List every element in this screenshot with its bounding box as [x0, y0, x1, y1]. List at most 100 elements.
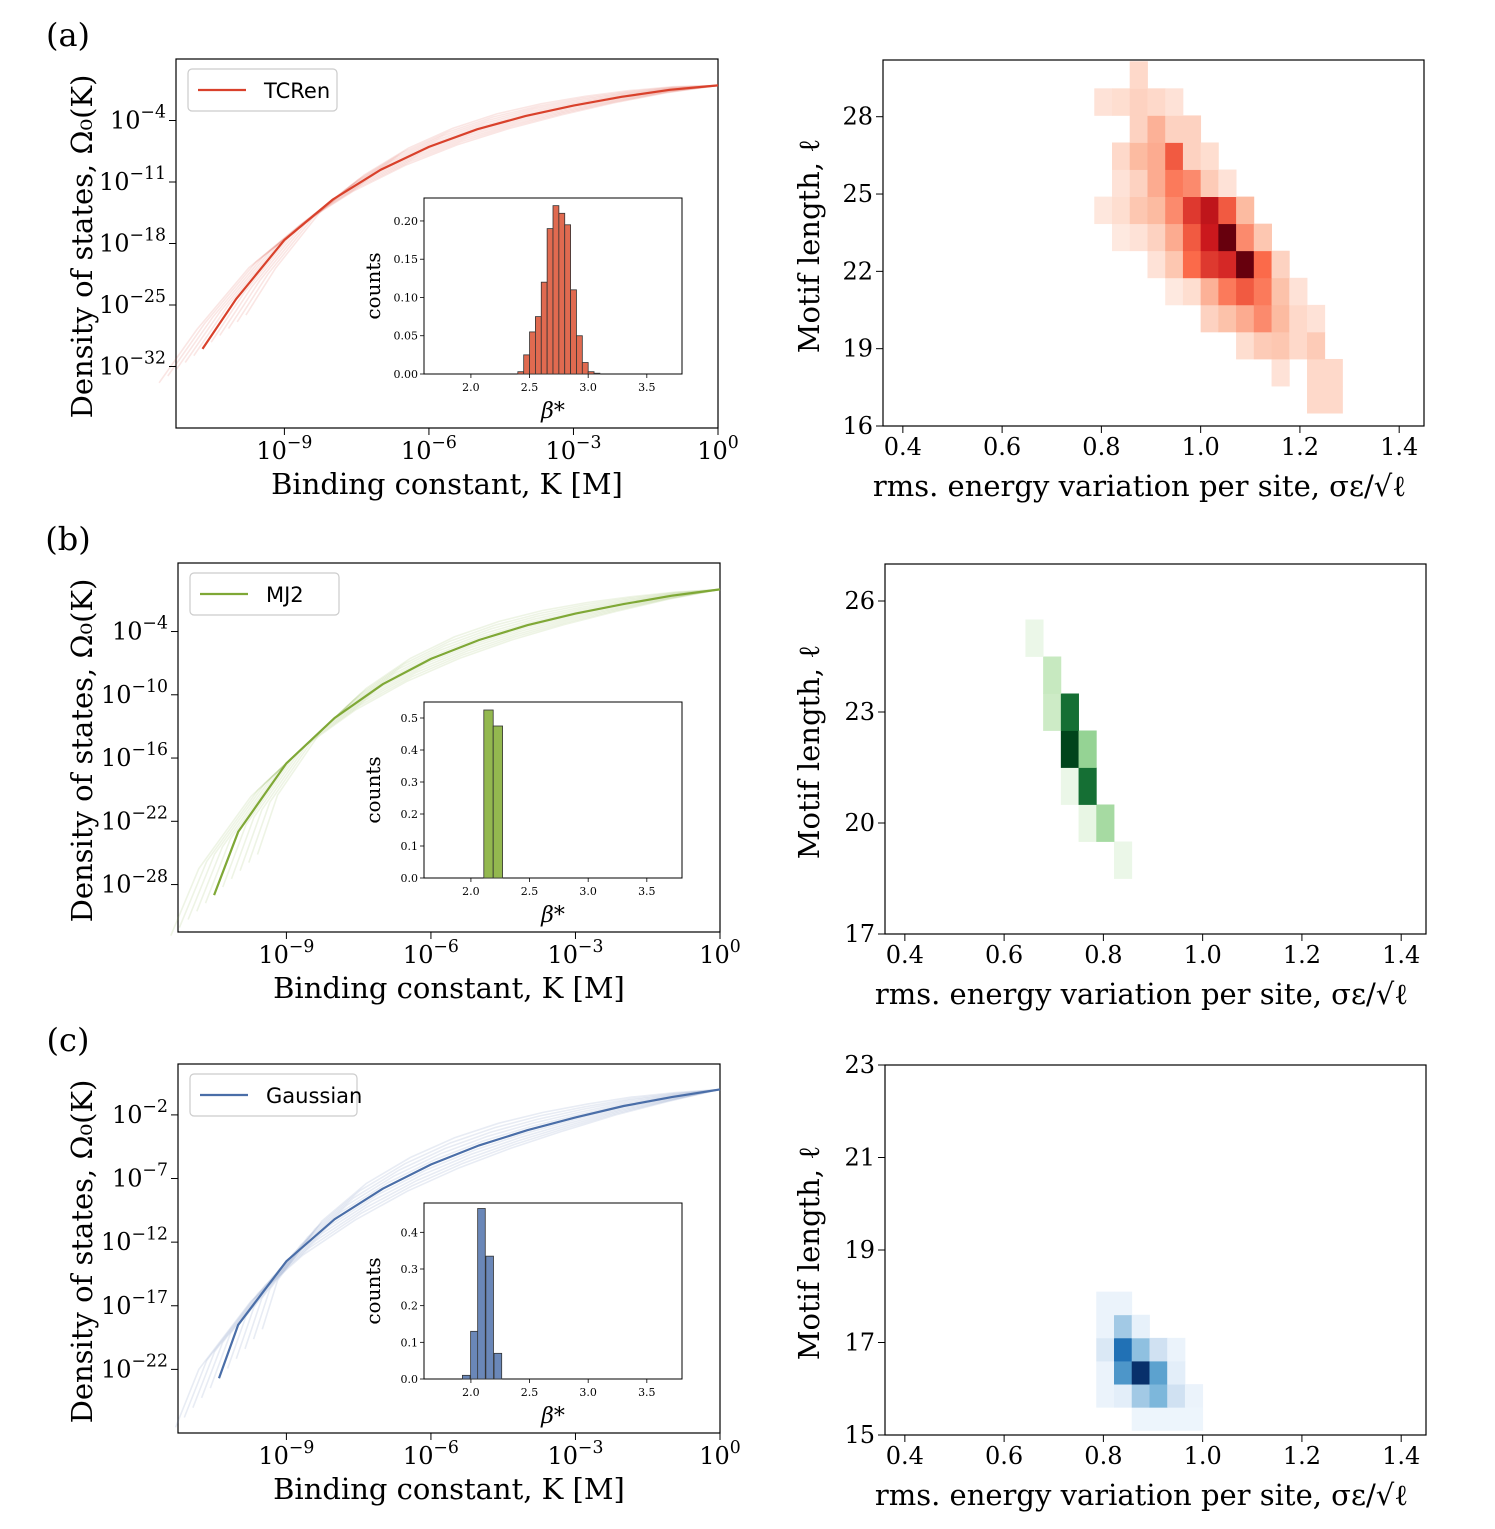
dos-x-tick-label: 10−6 — [403, 1438, 459, 1470]
heatmap-cell — [1236, 331, 1255, 360]
legend-label: TCRen — [263, 79, 330, 103]
heatmap-cell — [1131, 1407, 1150, 1431]
heatmap-cell — [1218, 250, 1237, 279]
heatmap-x-tick-label: 1.4 — [1382, 941, 1420, 969]
heatmap-cell — [1182, 196, 1202, 225]
heatmap-cell — [1114, 1384, 1133, 1408]
dos-sample-curve — [187, 588, 721, 920]
heatmap-cell — [1131, 1361, 1150, 1385]
dos-x-tick-label: 10−3 — [547, 1438, 603, 1470]
heatmap-cell — [1289, 331, 1308, 360]
heatmap-x-tick-label: 0.4 — [886, 1442, 924, 1470]
dos-sample-curve — [183, 1088, 721, 1418]
inset-histogram-bar — [529, 331, 536, 375]
inset-histogram-bar — [570, 289, 577, 375]
heatmap-y-tick-label: 17 — [844, 920, 875, 948]
heatmap-cell — [1078, 767, 1097, 805]
heatmap-cell — [1289, 304, 1308, 333]
inset-y-axis-label: counts — [361, 252, 385, 319]
heatmap-x-tick-label: 0.8 — [1084, 1442, 1122, 1470]
heatmap-cell — [1182, 169, 1202, 198]
dos-y-tick-label: 10−28 — [101, 867, 168, 899]
panel-label: (b) — [45, 520, 90, 558]
legend-box — [189, 1073, 358, 1117]
inset-x-tick-label: 3.5 — [638, 381, 656, 394]
inset-x-axis-label: β* — [540, 399, 565, 424]
dos-x-axis-label: Binding constant, K [M] — [273, 971, 625, 1005]
heatmap-cell — [1025, 619, 1044, 657]
inset-histogram-bar — [492, 725, 503, 879]
dos-sample-curve — [222, 588, 721, 888]
heatmap-y-tick-label: 21 — [844, 1144, 875, 1172]
heatmap-cell — [1129, 88, 1148, 116]
dos-y-tick-label: 10−22 — [101, 1352, 168, 1384]
heatmap-cell — [1182, 223, 1202, 252]
inset-x-tick-label: 2.0 — [462, 1386, 480, 1399]
dos-sample-curve — [174, 1088, 721, 1428]
heatmap-cell — [1184, 1407, 1204, 1431]
dos-y-axis-label: Density of states, Ω₀(K) — [65, 1080, 99, 1424]
inset-histogram-bar — [558, 212, 566, 375]
heatmap-cell — [1147, 115, 1166, 143]
heatmap-y-tick-label: 19 — [842, 335, 873, 363]
inset-y-tick-label: 0.0 — [401, 872, 419, 885]
heatmap-cell — [1147, 88, 1166, 116]
heatmap-cell — [1096, 1384, 1115, 1408]
heatmap-x-tick-label: 0.4 — [886, 941, 924, 969]
heatmap-x-tick-label: 0.6 — [983, 433, 1021, 461]
heatmap-cell — [1096, 1361, 1115, 1385]
heatmap-cell — [1096, 1291, 1115, 1316]
heatmap-cell — [1165, 223, 1184, 252]
inset-histogram-bar — [587, 371, 595, 375]
inset-y-tick-label: 0.2 — [401, 808, 419, 821]
dos-sample-curve — [196, 588, 721, 912]
heatmap-cell — [1236, 277, 1255, 306]
heatmap-cell — [1182, 250, 1202, 279]
panel-label: (a) — [46, 16, 90, 54]
inset-x-tick-label: 2.5 — [521, 885, 539, 898]
heatmap-cell — [1289, 277, 1308, 306]
heatmap-cell — [1131, 1337, 1150, 1362]
dos-sample-curve — [244, 1088, 721, 1350]
heatmap-cell — [1114, 1337, 1133, 1362]
heatmap-cell — [1167, 1337, 1186, 1362]
heatmap-cell — [1165, 88, 1184, 116]
dos-x-tick-label: 10−9 — [258, 937, 314, 969]
heatmap-cell — [1096, 1337, 1115, 1362]
dos-x-tick-label: 10−9 — [256, 433, 312, 465]
heatmap-y-tick-label: 20 — [844, 809, 875, 837]
heatmap-cell — [1165, 169, 1184, 198]
dos-y-tick-label: 10−17 — [101, 1288, 168, 1320]
heatmap-x-axis-label: rms. energy variation per site, σε/√ℓ — [875, 977, 1408, 1011]
dos-x-tick-label: 100 — [697, 433, 739, 465]
inset-histogram-bar — [564, 224, 571, 375]
heatmap-cell — [1149, 1337, 1168, 1362]
legend-box — [189, 572, 340, 616]
inset-y-axis-label: counts — [361, 1257, 385, 1324]
heatmap-y-axis-label: Motif length, ℓ — [792, 645, 826, 859]
heatmap-cell — [1078, 730, 1097, 768]
heatmap-y-tick-label: 19 — [844, 1236, 875, 1264]
heatmap-cell — [1271, 277, 1290, 306]
heatmap-cell — [1147, 196, 1166, 225]
inset-x-tick-label: 3.0 — [579, 381, 597, 394]
heatmap-cell — [1324, 358, 1343, 387]
heatmap-cell — [1167, 1407, 1186, 1431]
heatmap-cell — [1184, 1384, 1204, 1408]
inset-y-tick-label: 0.4 — [401, 744, 419, 757]
heatmap-cell — [1253, 250, 1272, 279]
inset-y-tick-label: 0.15 — [394, 253, 419, 266]
dos-sample-curve — [184, 84, 719, 363]
inset-histogram-bar — [477, 1208, 486, 1380]
heatmap-cell — [1271, 358, 1290, 387]
heatmap-cell — [1129, 169, 1148, 198]
heatmap-cell — [1129, 115, 1148, 143]
dos-sample-curve — [239, 588, 721, 871]
inset-histogram-bar — [581, 362, 589, 375]
heatmap-axes-frame — [884, 563, 1427, 935]
heatmap-cell — [1253, 331, 1272, 360]
heatmap-cell — [1094, 196, 1113, 225]
dos-x-axis-label: Binding constant, K [M] — [271, 467, 623, 501]
legend-box — [187, 68, 338, 112]
heatmap-x-axis-label: rms. energy variation per site, σε/√ℓ — [875, 1478, 1408, 1512]
